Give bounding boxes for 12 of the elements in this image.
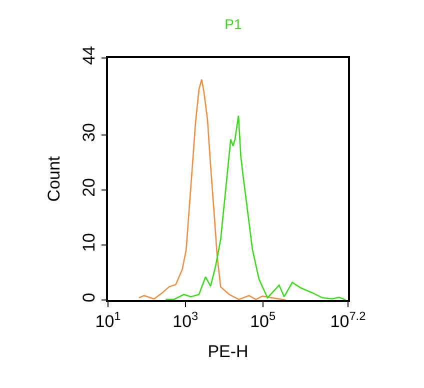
y-tick-label: 44 bbox=[79, 46, 98, 65]
y-tick-label: 0 bbox=[79, 292, 98, 302]
x-tick-label: 10$^{7.2}$ bbox=[330, 309, 366, 332]
y-axis-title: Count bbox=[44, 156, 64, 202]
x-tick-label: 10$^{1}$ bbox=[95, 309, 122, 332]
chart-title: P1 bbox=[224, 16, 242, 32]
x-tick-label: 10$^{5}$ bbox=[250, 309, 276, 332]
y-tick-label: 10 bbox=[79, 232, 98, 252]
x-tick-label: 10$^{3}$ bbox=[172, 309, 199, 332]
x-axis-title: PE-H bbox=[208, 342, 248, 362]
y-tick-label: 30 bbox=[79, 122, 98, 142]
y-tick-label: 20 bbox=[79, 178, 98, 197]
